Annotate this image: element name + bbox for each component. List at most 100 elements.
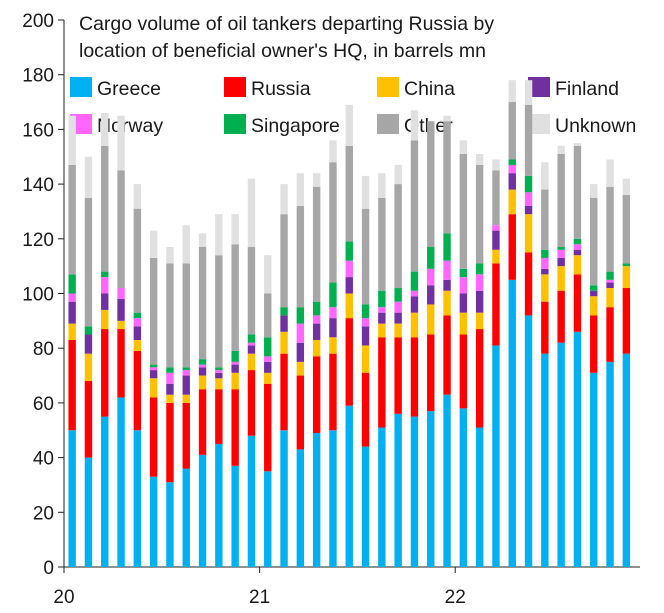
bar-segment-china [166,394,174,403]
bar-segment-norway [378,307,386,313]
bar-segment-other [84,197,93,327]
bar-segment-china [394,323,402,338]
bar-segment-other [68,164,76,275]
bar-segment-greece [296,449,305,567]
bar-segment-other [215,255,223,368]
bar-segment-unknown [101,112,109,146]
bar-segment-greece [345,405,353,567]
bar-segment-greece [198,454,207,567]
bar-segment-singapore [378,290,386,308]
bar-segment-unknown [541,162,549,190]
bar-segment-china [410,312,419,338]
bar-segment-russia [459,334,468,409]
bar-segment-china [329,337,337,354]
bar-segment-norway [410,290,419,297]
bar-segment-norway [541,257,549,269]
bar-segment-russia [68,340,76,431]
bar-segment-other [378,197,386,291]
bar-segment-finland [378,312,386,324]
bar-segment-unknown [590,184,598,198]
bar-segment-finland [68,301,76,324]
bar-segment-singapore [198,359,207,365]
y-tick-label: 120 [22,230,54,251]
bar-segment-singapore [166,367,174,373]
bar-segment-greece [247,435,256,567]
bar-segment-finland [117,298,125,321]
bar-segment-singapore [459,268,468,278]
bar-segment-russia [84,381,93,458]
bar-segment-singapore [312,301,321,316]
bar-segment-norway [231,361,239,365]
chart-title-line-1: Cargo volume of oil tankers departing Ru… [79,13,494,35]
bar-segment-greece [133,430,142,567]
bar-segment-russia [247,370,256,436]
bar-segment-unknown [361,175,370,209]
bar-segment-finland [133,326,142,340]
bar-segment-china [231,372,239,390]
bar-segment-russia [117,329,125,398]
bar-segment-unknown [231,214,239,245]
bar-segment-other [149,257,158,365]
bar-segment-china [622,266,631,289]
bar-segment-russia [475,329,484,428]
bar-segment-greece [280,430,288,567]
bar-segment-russia [606,307,614,362]
bar-segment-finland [427,285,435,305]
bar-segment-finland [345,277,353,294]
bar-segment-other [182,263,190,368]
bar-segment-norway [198,364,207,368]
bar-segment-finland [459,293,468,313]
bar-segment-greece [459,408,468,567]
bar-segment-china [312,340,321,357]
bar-segment-china [345,293,353,319]
bar-segment-greece [117,397,125,567]
bar-segment-china [101,309,109,330]
bar-segment-greece [149,476,158,567]
bar-segment-unknown [573,143,582,146]
bar-segment-norway [117,288,125,299]
bar-segment-other [557,154,565,247]
bar-segment-greece [329,430,337,567]
x-tick-label: 22 [445,587,466,608]
bar-segment-other [508,102,516,160]
bar-segment-unknown [524,80,533,105]
bar-segment-other [264,293,272,338]
bar-segment-china [117,320,125,330]
bar-segment-finland [410,296,419,313]
bar-segment-norway [508,164,516,174]
bar-segment-norway [394,301,402,313]
y-tick-label: 20 [33,503,54,524]
bar-segment-russia [133,350,142,431]
bar-segment-unknown [475,154,484,165]
bar-segment-norway [329,307,337,319]
legend-swatch-other [377,114,399,134]
bar-segment-greece [508,279,516,567]
bar-segment-russia [296,375,305,450]
bar-segment-china [606,288,614,308]
bar-segment-norway [492,225,500,231]
bar-segment-singapore [247,334,256,343]
bar-segment-china [427,304,435,335]
bar-segment-singapore [133,312,142,319]
bar-segment-finland [247,345,256,354]
bar-segment-greece [312,432,321,567]
bar-segment-finland [101,293,109,310]
bar-segment-finland [264,361,272,373]
bar-segment-singapore [590,285,598,291]
bar-segment-unknown [410,110,419,141]
bar-segment-finland [182,375,190,395]
bar-segment-other [492,170,500,226]
y-tick-label: 160 [22,120,54,141]
bar-segment-greece [101,416,109,567]
bar-segment-unknown [166,247,174,264]
bar-segment-russia [166,402,174,483]
bar-segment-unknown [215,214,223,256]
legend-swatch-finland [528,77,550,97]
bar-segment-greece [443,394,451,567]
bar-segment-greece [361,446,370,567]
legend-swatch-singapore [224,114,246,134]
bar-segment-russia [492,263,500,346]
bar-segment-china [590,296,598,316]
bar-segment-singapore [508,159,516,165]
bar-segment-unknown [329,140,337,163]
